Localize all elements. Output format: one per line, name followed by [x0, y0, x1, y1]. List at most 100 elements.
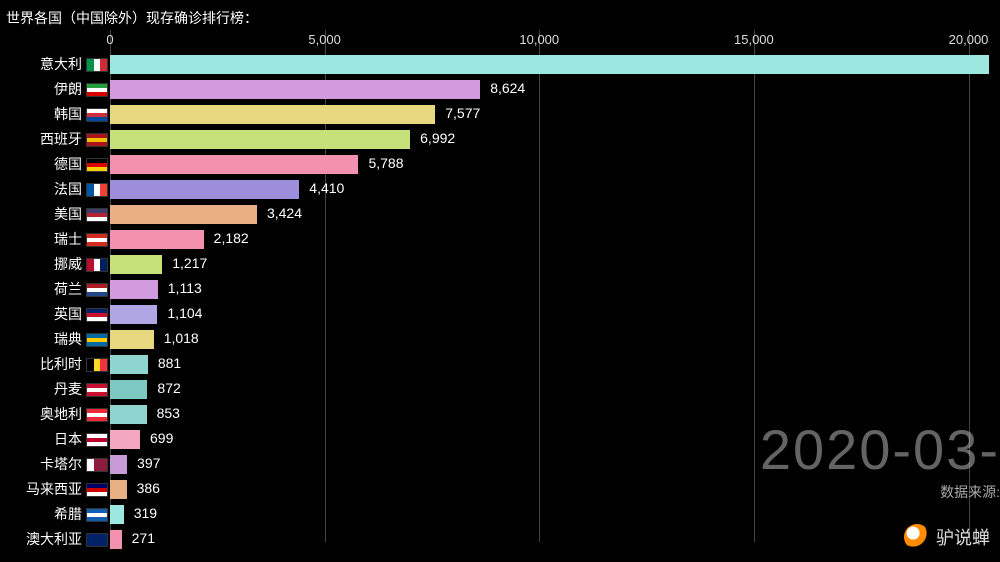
flag-icon: [86, 533, 108, 547]
country-label: 德国: [54, 154, 82, 174]
value-label: 881: [158, 355, 181, 371]
country-label: 英国: [54, 304, 82, 324]
x-tick-label: 15,000: [734, 32, 774, 47]
value-label: 1,113: [168, 280, 202, 296]
value-label: 853: [157, 405, 180, 421]
country-label: 荷兰: [54, 279, 82, 299]
bar: [110, 380, 147, 399]
bar-row: 意大利: [0, 52, 1000, 77]
value-label: 397: [137, 455, 160, 471]
bar: [110, 80, 480, 99]
value-label: 6,992: [420, 130, 455, 146]
weibo-watermark: 驴说蝉: [904, 524, 990, 550]
country-label: 奥地利: [40, 404, 82, 424]
value-label: 2,182: [214, 230, 249, 246]
country-label: 西班牙: [40, 129, 82, 149]
value-label: 319: [134, 505, 157, 521]
value-label: 386: [137, 480, 160, 496]
watermark-text: 驴说蝉: [936, 524, 990, 550]
value-label: 7,577: [445, 105, 480, 121]
flag-icon: [86, 158, 108, 172]
value-label: 1,018: [164, 330, 199, 346]
country-label: 瑞典: [54, 329, 82, 349]
bar: [110, 130, 410, 149]
value-label: 4,410: [309, 180, 344, 196]
value-label: 872: [157, 380, 180, 396]
bar: [110, 505, 124, 524]
bar-row: 西班牙 6,992: [0, 127, 1000, 152]
value-label: 3,424: [267, 205, 302, 221]
bar: [110, 280, 158, 299]
country-label: 澳大利亚: [26, 529, 82, 549]
flag-icon: [86, 333, 108, 347]
country-label: 意大利: [40, 54, 82, 74]
date-watermark: 2020-03-: [760, 417, 1000, 482]
flag-icon: [86, 358, 108, 372]
bar-row: 美国 3,424: [0, 202, 1000, 227]
x-tick-label: 5,000: [308, 32, 341, 47]
x-tick-label: 20,000: [949, 32, 989, 47]
country-label: 美国: [54, 204, 82, 224]
bar-row: 法国 4,410: [0, 177, 1000, 202]
bar: [110, 205, 257, 224]
flag-icon: [86, 308, 108, 322]
country-label: 卡塔尔: [40, 454, 82, 474]
x-tick-label: 0: [106, 32, 113, 47]
flag-icon: [86, 83, 108, 97]
source-label: 数据来源:: [940, 482, 1000, 502]
flag-icon: [86, 108, 108, 122]
bar-row: 丹麦 872: [0, 377, 1000, 402]
flag-icon: [86, 258, 108, 272]
bar-row: 韩国 7,577: [0, 102, 1000, 127]
bar: [110, 405, 147, 424]
country-label: 挪威: [54, 254, 82, 274]
flag-icon: [86, 508, 108, 522]
bar-row: 瑞典 1,018: [0, 327, 1000, 352]
country-label: 比利时: [40, 354, 82, 374]
country-label: 丹麦: [54, 379, 82, 399]
value-label: 1,217: [172, 255, 207, 271]
bar-row: 瑞士2,182: [0, 227, 1000, 252]
bar: [110, 455, 127, 474]
country-label: 日本: [54, 429, 82, 449]
flag-icon: [86, 433, 108, 447]
bar: [110, 355, 148, 374]
value-label: 699: [150, 430, 173, 446]
country-label: 希腊: [54, 504, 82, 524]
bar: [110, 530, 122, 549]
bar-row: 英国 1,104: [0, 302, 1000, 327]
flag-icon: [86, 383, 108, 397]
flag-icon: [86, 283, 108, 297]
bar: [110, 105, 435, 124]
bar-row: 希腊 319: [0, 502, 1000, 527]
country-label: 韩国: [54, 104, 82, 124]
weibo-icon: [904, 524, 930, 550]
flag-icon: [86, 183, 108, 197]
value-label: 271: [132, 530, 155, 546]
bar: [110, 230, 204, 249]
flag-icon: [86, 458, 108, 472]
value-label: 8,624: [490, 80, 525, 96]
value-label: 5,788: [368, 155, 403, 171]
bar: [110, 480, 127, 499]
country-label: 法国: [54, 179, 82, 199]
country-label: 马来西亚: [26, 479, 82, 499]
flag-icon: [86, 233, 108, 247]
bar: [110, 55, 989, 74]
flag-icon: [86, 408, 108, 422]
bar-row: 荷兰 1,113: [0, 277, 1000, 302]
bar-row: 挪威 1,217: [0, 252, 1000, 277]
value-label: 1,104: [167, 305, 202, 321]
bar: [110, 255, 162, 274]
bar: [110, 180, 299, 199]
flag-icon: [86, 483, 108, 497]
country-label: 伊朗: [54, 79, 82, 99]
bar-row: 伊朗 8,624: [0, 77, 1000, 102]
bar-row: 比利时 881: [0, 352, 1000, 377]
bar: [110, 155, 358, 174]
bar: [110, 430, 140, 449]
bar: [110, 305, 157, 324]
flag-icon: [86, 208, 108, 222]
bar: [110, 330, 154, 349]
flag-icon: [86, 58, 108, 72]
